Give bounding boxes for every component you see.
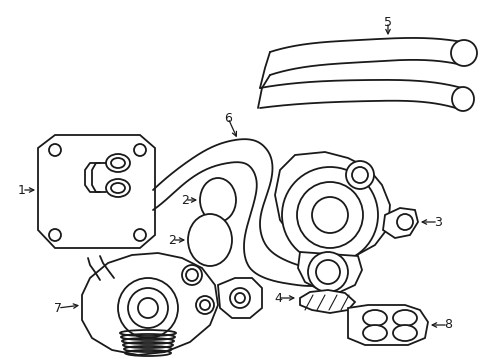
Ellipse shape (296, 182, 362, 248)
Ellipse shape (111, 158, 125, 168)
Ellipse shape (134, 229, 146, 241)
Text: 8: 8 (443, 319, 451, 332)
Text: 2: 2 (168, 234, 176, 247)
Ellipse shape (235, 293, 244, 303)
Ellipse shape (307, 252, 347, 292)
Text: 7: 7 (54, 302, 62, 315)
Ellipse shape (282, 167, 377, 263)
Ellipse shape (138, 298, 158, 318)
Text: 2: 2 (181, 194, 188, 207)
Ellipse shape (106, 154, 130, 172)
Ellipse shape (106, 179, 130, 197)
Polygon shape (218, 278, 262, 318)
Polygon shape (299, 290, 354, 313)
Ellipse shape (118, 278, 178, 338)
Ellipse shape (182, 265, 202, 285)
Ellipse shape (362, 325, 386, 341)
Ellipse shape (311, 197, 347, 233)
Ellipse shape (128, 288, 168, 328)
Text: 1: 1 (18, 184, 26, 197)
Ellipse shape (450, 40, 476, 66)
Ellipse shape (134, 144, 146, 156)
Polygon shape (38, 135, 155, 248)
Ellipse shape (315, 260, 339, 284)
Ellipse shape (185, 269, 198, 281)
Ellipse shape (392, 310, 416, 326)
Text: 3: 3 (433, 216, 441, 229)
Ellipse shape (346, 161, 373, 189)
Ellipse shape (200, 300, 209, 310)
Ellipse shape (392, 325, 416, 341)
Text: 6: 6 (224, 112, 231, 125)
Ellipse shape (187, 214, 231, 266)
Ellipse shape (49, 229, 61, 241)
Ellipse shape (196, 296, 214, 314)
Ellipse shape (49, 144, 61, 156)
Ellipse shape (229, 288, 249, 308)
Ellipse shape (351, 167, 367, 183)
Ellipse shape (396, 214, 412, 230)
Polygon shape (382, 208, 417, 238)
Polygon shape (297, 252, 361, 292)
Text: 5: 5 (383, 15, 391, 28)
Polygon shape (347, 305, 427, 345)
Polygon shape (82, 253, 218, 355)
Ellipse shape (200, 178, 236, 222)
Polygon shape (274, 152, 389, 258)
Ellipse shape (362, 310, 386, 326)
Ellipse shape (451, 87, 473, 111)
Text: 4: 4 (273, 292, 282, 305)
Ellipse shape (111, 183, 125, 193)
